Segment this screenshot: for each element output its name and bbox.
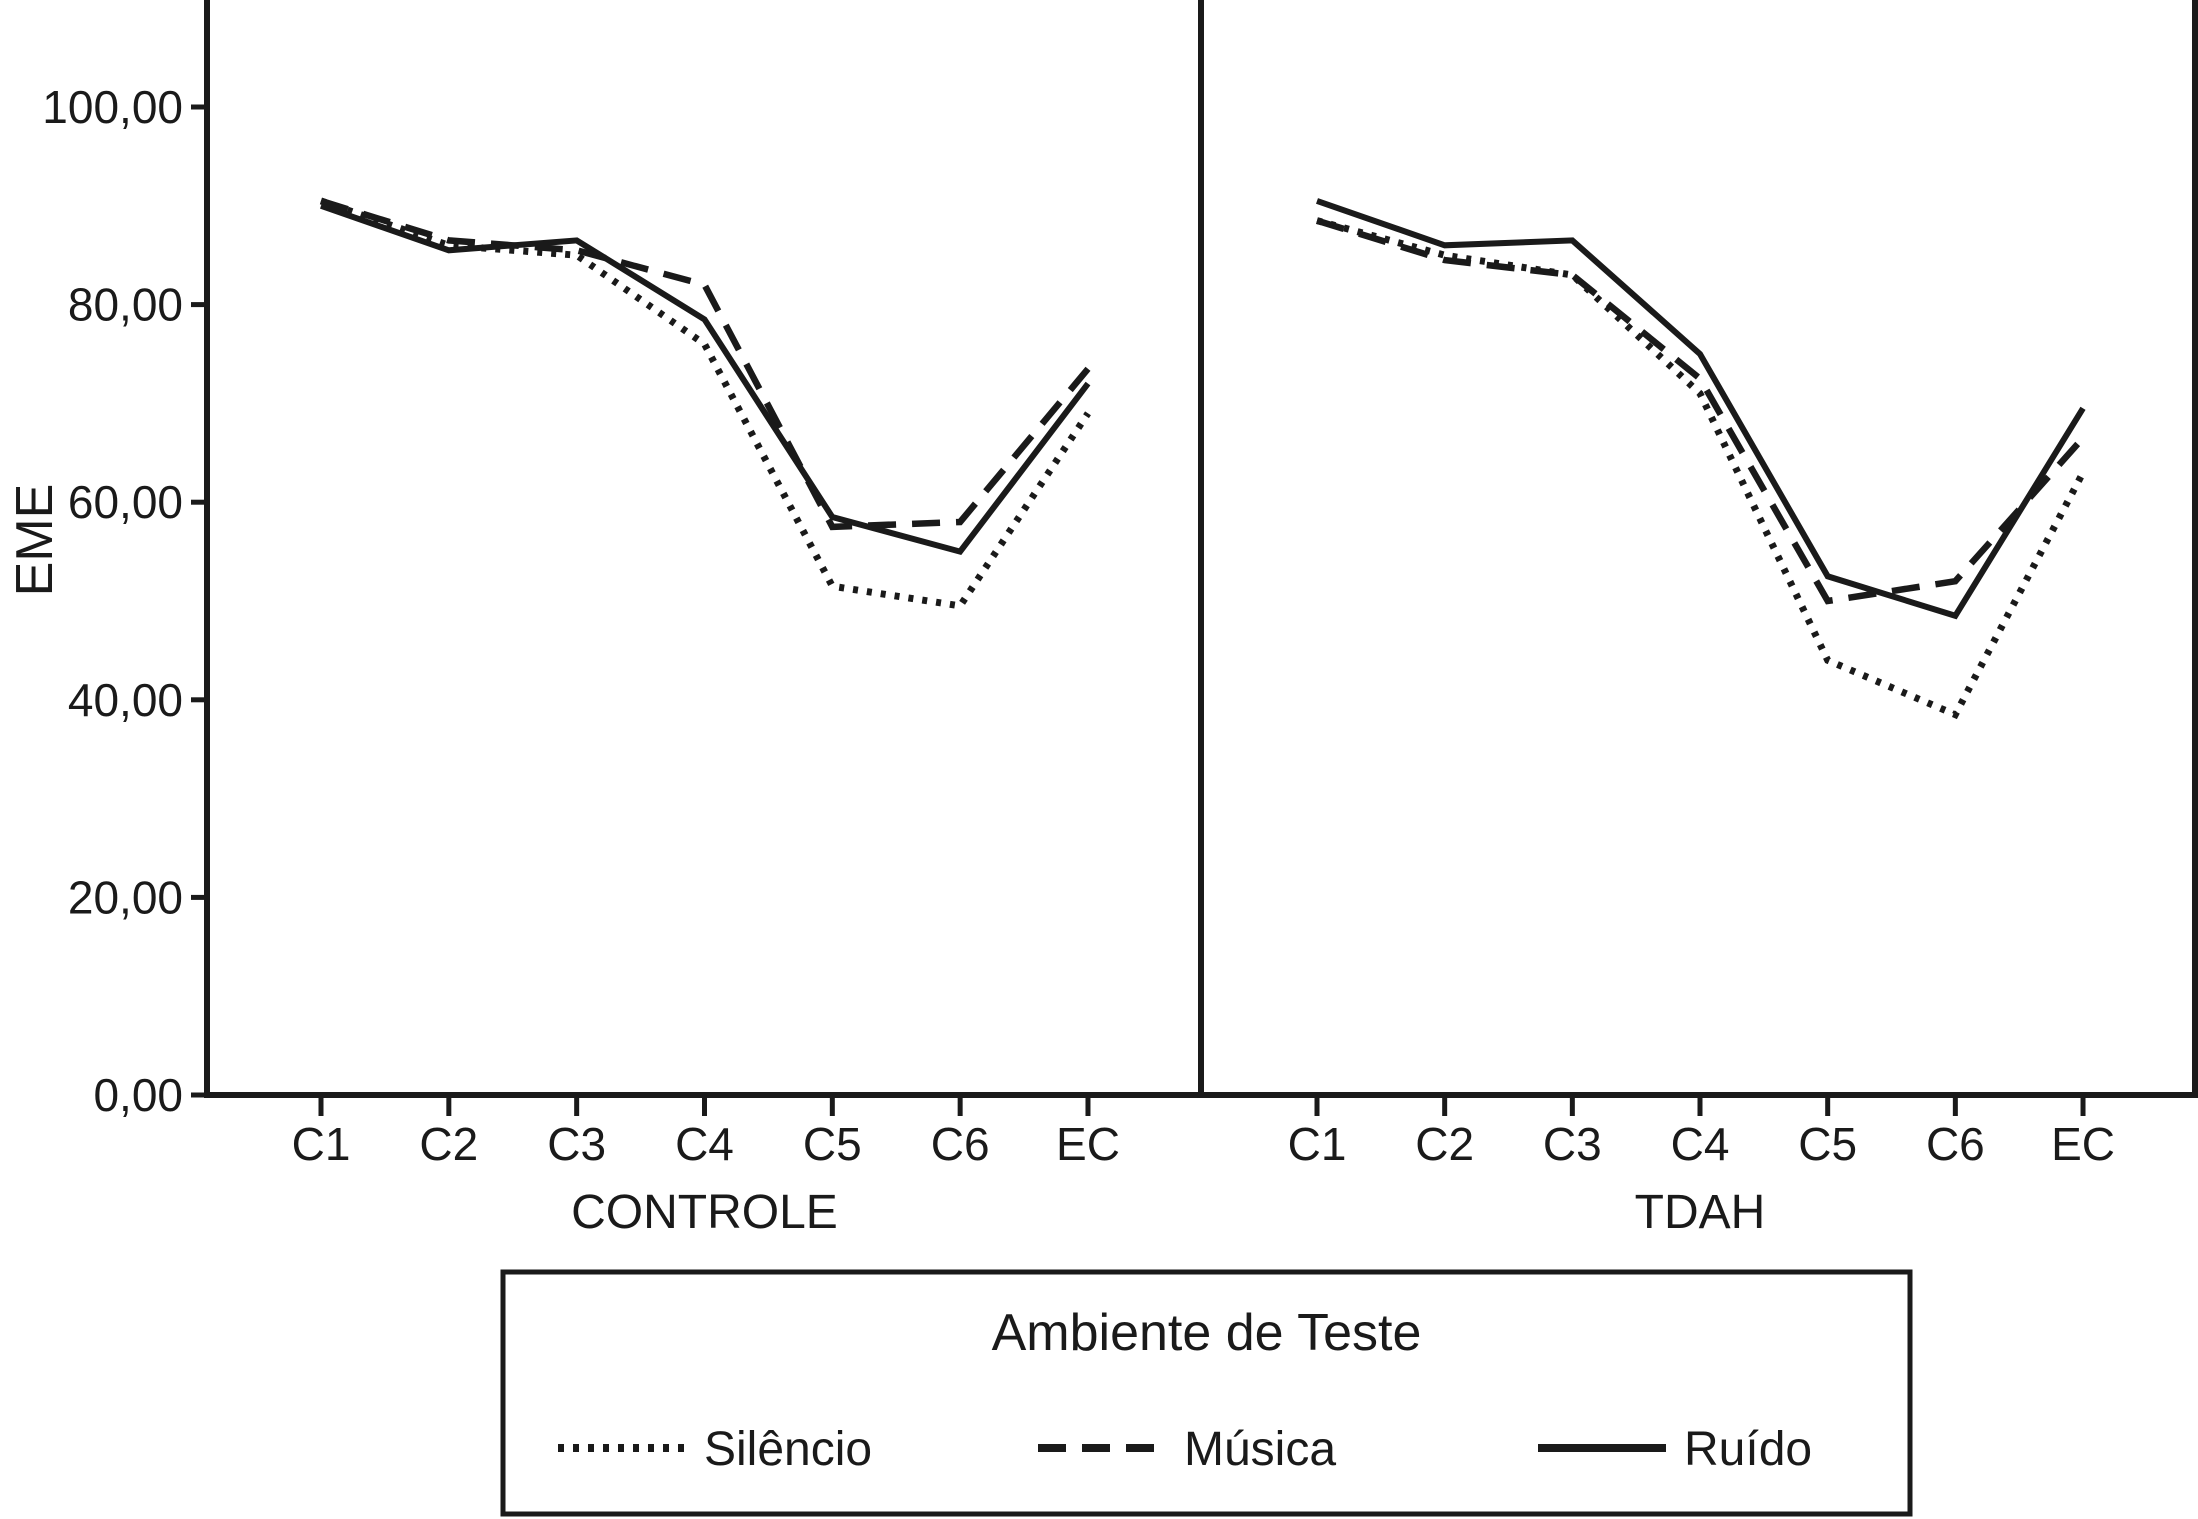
x-category-label: C2 [1415,1118,1474,1170]
x-category-label: C3 [1543,1118,1602,1170]
panel-controle [319,197,1091,610]
y-axis-ticks: 0,00 20,00 40,00 60,00 80,00 100,00 [42,81,207,1121]
x-category-label: C6 [931,1118,990,1170]
series-controle-silencio [319,197,1091,610]
x-category-label: EC [2051,1118,2115,1170]
axes [204,0,2198,1098]
y-tick-label: 80,00 [68,279,183,331]
y-axis-title-group: EME [6,484,64,597]
series-tdah-ruido [1316,198,2086,620]
x-category-label: EC [1056,1118,1120,1170]
series-tdah-silencio [1316,217,2087,720]
legend: Ambiente de Teste Silêncio Música Ruído [500,1269,1913,1517]
panel-label-tdah: TDAH [1635,1186,1766,1239]
x-axis-controle: C1 C2 C3 C4 C5 C6 EC CONTROLE [292,1098,1120,1239]
legend-label-silencio: Silêncio [704,1423,872,1476]
y-axis-title: EME [6,484,64,597]
x-category-label: C1 [292,1118,351,1170]
legend-title: Ambiente de Teste [992,1304,1422,1362]
x-category-label: C4 [1671,1118,1730,1170]
legend-label-musica: Música [1184,1423,1336,1476]
y-tick-label: 100,00 [42,81,183,133]
y-tick-label: 20,00 [68,871,183,923]
x-axis-tdah: C1 C2 C3 C4 C5 C6 EC TDAH [1288,1098,2115,1239]
x-category-label: C3 [547,1118,606,1170]
series-controle-ruido [320,202,1091,556]
x-category-label: C4 [675,1118,734,1170]
series-controle-musica [320,197,1091,531]
y-tick-label: 40,00 [68,674,183,726]
x-category-label: C1 [1288,1118,1347,1170]
x-category-label: C2 [419,1118,478,1170]
legend-box [500,1269,1913,1517]
series-tdah-musica [1316,217,2086,605]
panel-tdah [1316,198,2087,720]
x-category-label: C5 [1798,1118,1857,1170]
panel-label-controle: CONTROLE [571,1186,838,1239]
x-category-label: C6 [1926,1118,1985,1170]
y-tick-label: 60,00 [68,476,183,528]
y-tick-label: 0,00 [93,1069,183,1121]
legend-label-ruido: Ruído [1684,1423,1812,1476]
x-category-label: C5 [803,1118,862,1170]
